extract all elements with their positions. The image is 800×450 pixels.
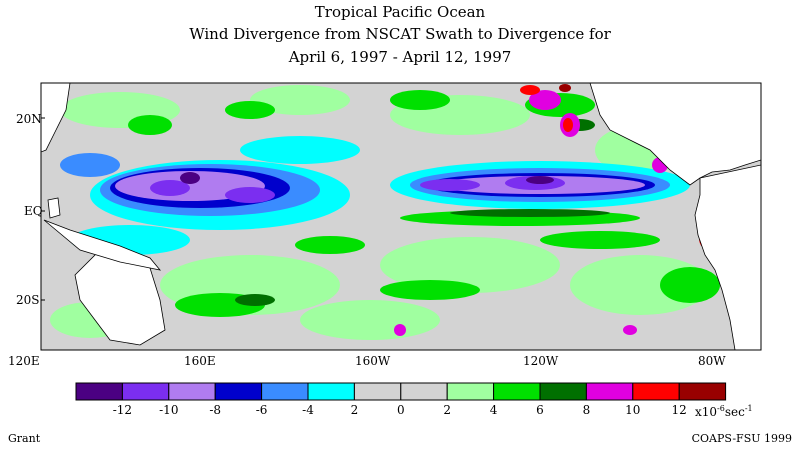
colorbar-swatch	[214, 382, 263, 401]
colorbar-tick-label: 4	[489, 403, 498, 417]
colorbar-swatch	[632, 382, 680, 401]
colorbar-unit: x10-6sec-1	[695, 402, 753, 419]
dark-green-areas	[235, 119, 610, 306]
unit-exponent: -6	[717, 404, 725, 413]
unit-suffix: sec	[724, 405, 745, 419]
unit-prefix: x10	[695, 405, 718, 419]
lat-label-20s: 20S	[16, 293, 40, 307]
lon-label-120w: 120W	[523, 354, 559, 368]
colorbar-swatch	[585, 382, 634, 401]
colorbar-tick-label: 2	[443, 403, 451, 417]
unit-exponent-2: -1	[744, 404, 753, 413]
colorbar-tick-label: 0	[396, 403, 405, 417]
colorbar-tick-label: 6	[536, 403, 544, 417]
colorbar-swatch	[75, 382, 123, 401]
colorbar-swatch	[446, 382, 495, 401]
colorbar-tick-label: 12	[671, 403, 687, 417]
colorbar-tick-label: -6	[255, 403, 268, 417]
credit-author: Grant	[8, 432, 41, 445]
land-island	[47, 197, 61, 219]
land-new-guinea	[43, 219, 162, 271]
colorbar-swatch	[400, 382, 448, 401]
title-line-1: Tropical Pacific Ocean	[314, 3, 486, 21]
map-field	[41, 83, 761, 350]
lon-label-120e: 120E	[8, 354, 40, 368]
colorbar-swatch	[678, 382, 727, 401]
land-asia	[41, 83, 71, 153]
lon-label-160e: 160E	[184, 354, 216, 368]
map-ticks	[41, 117, 45, 301]
map-frame	[40, 82, 762, 351]
colorbar-swatch	[261, 382, 309, 401]
colorbar-swatch	[353, 382, 402, 401]
lat-label-eq: EQ	[24, 204, 43, 218]
title-line-2: Wind Divergence from NSCAT Swath to Dive…	[189, 25, 611, 43]
colorbar-tick-label: 2	[350, 403, 359, 417]
colorbar-swatch	[168, 382, 216, 401]
lon-label-80w: 80W	[698, 354, 726, 368]
title-line-3: April 6, 1997 - April 12, 1997	[288, 48, 512, 66]
colorbar-tick-label: -12	[112, 403, 133, 417]
magenta-spots	[394, 90, 668, 336]
colorbar-swatch	[307, 382, 355, 401]
land-south-america	[694, 164, 761, 350]
credit-organization: COAPS-FSU 1999	[691, 432, 792, 445]
colorbar-swatch	[539, 382, 587, 401]
colorbar-tick-label: -8	[209, 403, 222, 417]
lat-label-20n: 20N	[16, 112, 42, 126]
colorbar-tick-label: -4	[302, 403, 314, 417]
purple-areas	[150, 176, 565, 203]
colorbar-tick-label: 10	[625, 403, 641, 417]
land-masses	[41, 83, 761, 350]
colorbar-swatch	[493, 382, 541, 401]
lon-label-160w: 160W	[355, 354, 391, 368]
indigo-areas	[180, 172, 554, 184]
colorbar-tick-label: 8	[582, 403, 591, 417]
colorbar-tick-label: -10	[159, 403, 179, 417]
colorbar-swatch	[121, 382, 170, 401]
land-north-america	[589, 83, 761, 186]
